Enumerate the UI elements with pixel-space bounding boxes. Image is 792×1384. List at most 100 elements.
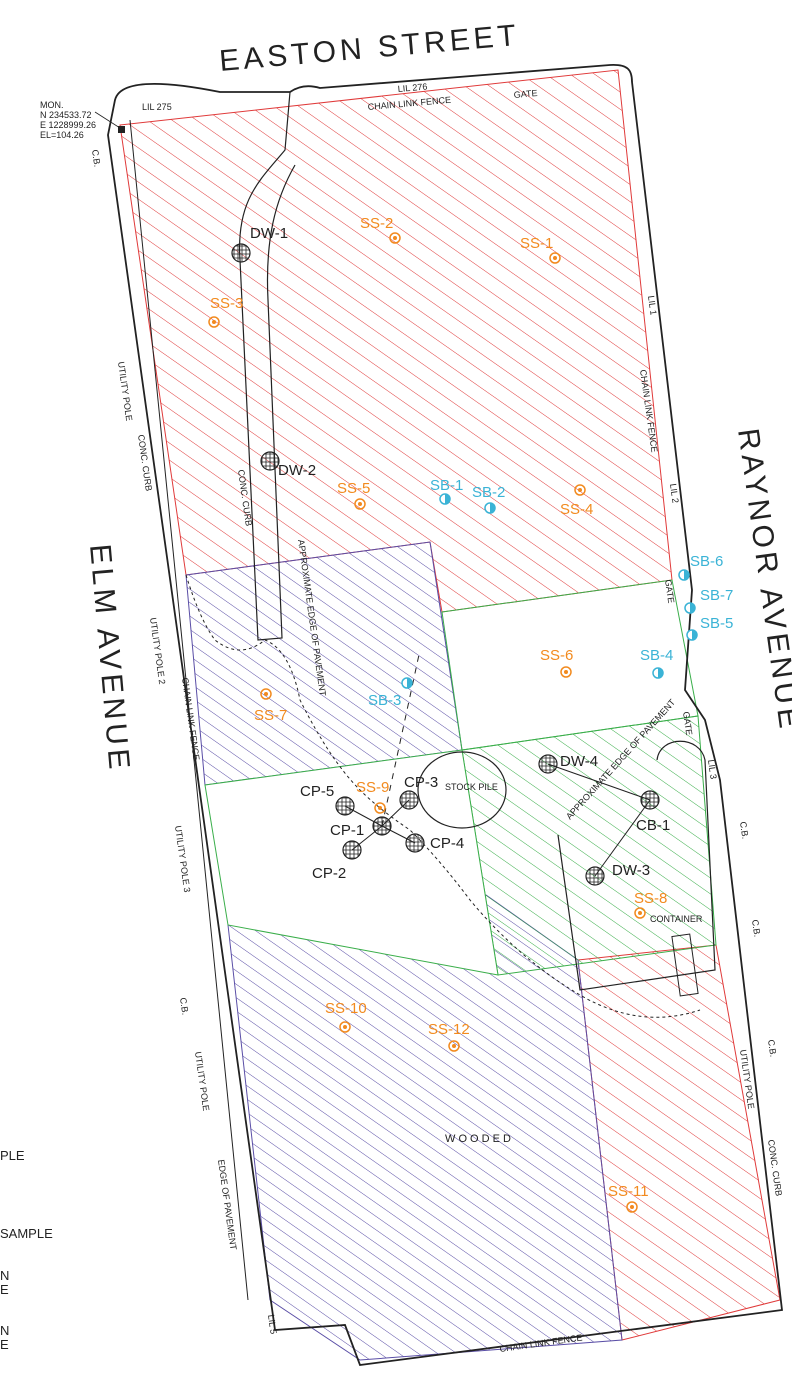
note-utility-pole-4: UTILITY POLE — [193, 1051, 211, 1112]
dw-2-marker — [260, 451, 280, 471]
ss-10-label: SS-10 — [325, 1000, 367, 1017]
pavement-edge-path — [238, 91, 296, 641]
surface-sample-ss-6: SS-6 — [540, 647, 573, 678]
note-cb-4: C.B. — [750, 919, 762, 938]
dw-1-marker — [231, 243, 251, 263]
stock-pile — [417, 751, 507, 829]
soil-boring-sb-3: SB-3 — [368, 677, 413, 709]
cesspool-cluster: CP-1 CP-2 CP-3 CP-4 CP-5 — [300, 649, 464, 882]
soil-boring-sb-2: SB-2 — [472, 484, 505, 514]
ss-5-label: SS-5 — [337, 480, 370, 497]
dry-well-dw-2: DW-2 — [260, 451, 316, 479]
cp-4-marker — [405, 833, 425, 853]
pavement-edge-south — [557, 740, 716, 991]
legend-fragment-6: E — [0, 1337, 9, 1352]
surface-sample-ss-5: SS-5 — [337, 480, 370, 510]
cesspool-cp-1: CP-1 — [330, 816, 392, 839]
cp-3-marker — [399, 790, 419, 810]
ss-11-label: SS-11 — [608, 1183, 649, 1200]
cesspool-cp-4: CP-4 — [405, 833, 464, 853]
ss-11-marker — [626, 1201, 638, 1213]
surface-sample-ss-4: SS-4 — [560, 484, 593, 518]
property-boundary — [107, 64, 783, 1366]
surface-sample-ss-9: SS-9 — [356, 779, 389, 814]
sb-5-label: SB-5 — [700, 615, 733, 632]
ss-2-marker — [389, 232, 401, 244]
ss-9-marker — [374, 802, 386, 814]
monument-north: N 234533.72 — [40, 110, 92, 120]
sb-2-label: SB-2 — [472, 484, 505, 501]
cp-4-label: CP-4 — [430, 835, 464, 852]
ss-6-label: SS-6 — [540, 647, 573, 664]
dw-4-label: DW-4 — [560, 753, 598, 770]
note-wooded: W O O D E D — [445, 1133, 511, 1145]
monument-note: MON. N 234533.72 E 1228999.26 EL=104.26 — [40, 100, 125, 140]
soil-boring-sb-5: SB-5 — [686, 615, 733, 641]
surface-sample-ss-10: SS-10 — [325, 1000, 367, 1033]
street-label-elm: ELM AVENUE — [83, 543, 136, 775]
legend-fragment-3: N — [0, 1268, 9, 1283]
ss-3-marker — [208, 316, 220, 328]
surface-sample-ss-1: SS-1 — [520, 235, 561, 264]
note-lil-276: LIL 276 — [397, 81, 427, 94]
cp-2-label: CP-2 — [312, 865, 346, 882]
note-utility-pole-2: UTILITY POLE 2 — [148, 617, 167, 685]
dry-well-dw-1: DW-1 — [231, 225, 288, 263]
note-lil-3: LIL 3 — [706, 759, 719, 780]
note-utility-pole-3: UTILITY POLE 3 — [173, 825, 192, 893]
note-lil-1: LIL 1 — [646, 295, 659, 316]
note-lil-5: LIL 5 — [266, 1314, 279, 1335]
cesspool-cp-5: CP-5 — [300, 783, 355, 816]
note-utility-pole-1: UTILITY POLE — [116, 361, 134, 422]
ss-7-label: SS-7 — [254, 707, 287, 724]
surface-sample-ss-11: SS-11 — [608, 1183, 649, 1213]
surface-sample-ss-7: SS-7 — [254, 688, 287, 724]
sb-3-label: SB-3 — [368, 692, 401, 709]
ss-10-marker — [339, 1021, 351, 1033]
note-cb-1: C.B. — [90, 149, 102, 168]
ss-5-marker — [354, 498, 366, 510]
surface-sample-ss-2: SS-2 — [360, 215, 401, 244]
note-lil-2: LIL 2 — [668, 483, 681, 504]
blank-center — [204, 749, 499, 976]
ss-1-label: SS-1 — [520, 235, 553, 252]
legend-fragment-2: SAMPLE — [0, 1226, 53, 1241]
catch-basin-cb-1: CB-1 — [547, 763, 670, 877]
note-conc-curb-east: CONC. CURB — [766, 1139, 784, 1197]
cp-1-label: CP-1 — [330, 822, 364, 839]
surface-sample-ss-8: SS-8 — [634, 890, 667, 919]
ss-7-marker — [260, 688, 272, 700]
ss-6-marker — [560, 666, 572, 678]
note-cb-3: C.B. — [738, 821, 750, 840]
legend-fragments: PLE SAMPLE N E N E — [0, 1148, 53, 1352]
treeline — [185, 574, 701, 1018]
note-gate-east-2: GATE — [681, 711, 694, 736]
note-gate-north: GATE — [513, 88, 538, 100]
legend-fragment-5: N — [0, 1323, 9, 1338]
note-gate-east: GATE — [663, 579, 676, 604]
monument-east: E 1228999.26 — [40, 120, 96, 130]
ss-1-marker — [549, 252, 561, 264]
ss-2-label: SS-2 — [360, 215, 393, 232]
ss-4-marker — [574, 484, 586, 496]
ss-8-marker — [634, 907, 646, 919]
cp-1-marker — [372, 816, 392, 836]
monument-elevation: EL=104.26 — [40, 130, 84, 140]
cb-1-marker — [640, 790, 660, 810]
dw-2-label: DW-2 — [278, 462, 316, 479]
cb-1-label: CB-1 — [636, 817, 670, 834]
note-container: CONTAINER — [650, 914, 703, 924]
ss-8-label: SS-8 — [634, 890, 667, 907]
street-label-easton: EASTON STREET — [218, 19, 521, 78]
ss-9-label: SS-9 — [356, 779, 389, 796]
sb-6-label: SB-6 — [690, 553, 723, 570]
sb-4-label: SB-4 — [640, 647, 673, 664]
cp-3-label: CP-3 — [404, 774, 438, 791]
soil-boring-sb-7: SB-7 — [684, 587, 733, 614]
note-cb-2: C.B. — [178, 997, 190, 1016]
soil-boring-sb-4: SB-4 — [640, 647, 673, 679]
green-outline — [441, 579, 699, 751]
soil-boring-sb-6: SB-6 — [678, 553, 723, 581]
cp-5-marker — [335, 796, 355, 816]
note-cb-5: C.B. — [766, 1039, 778, 1058]
